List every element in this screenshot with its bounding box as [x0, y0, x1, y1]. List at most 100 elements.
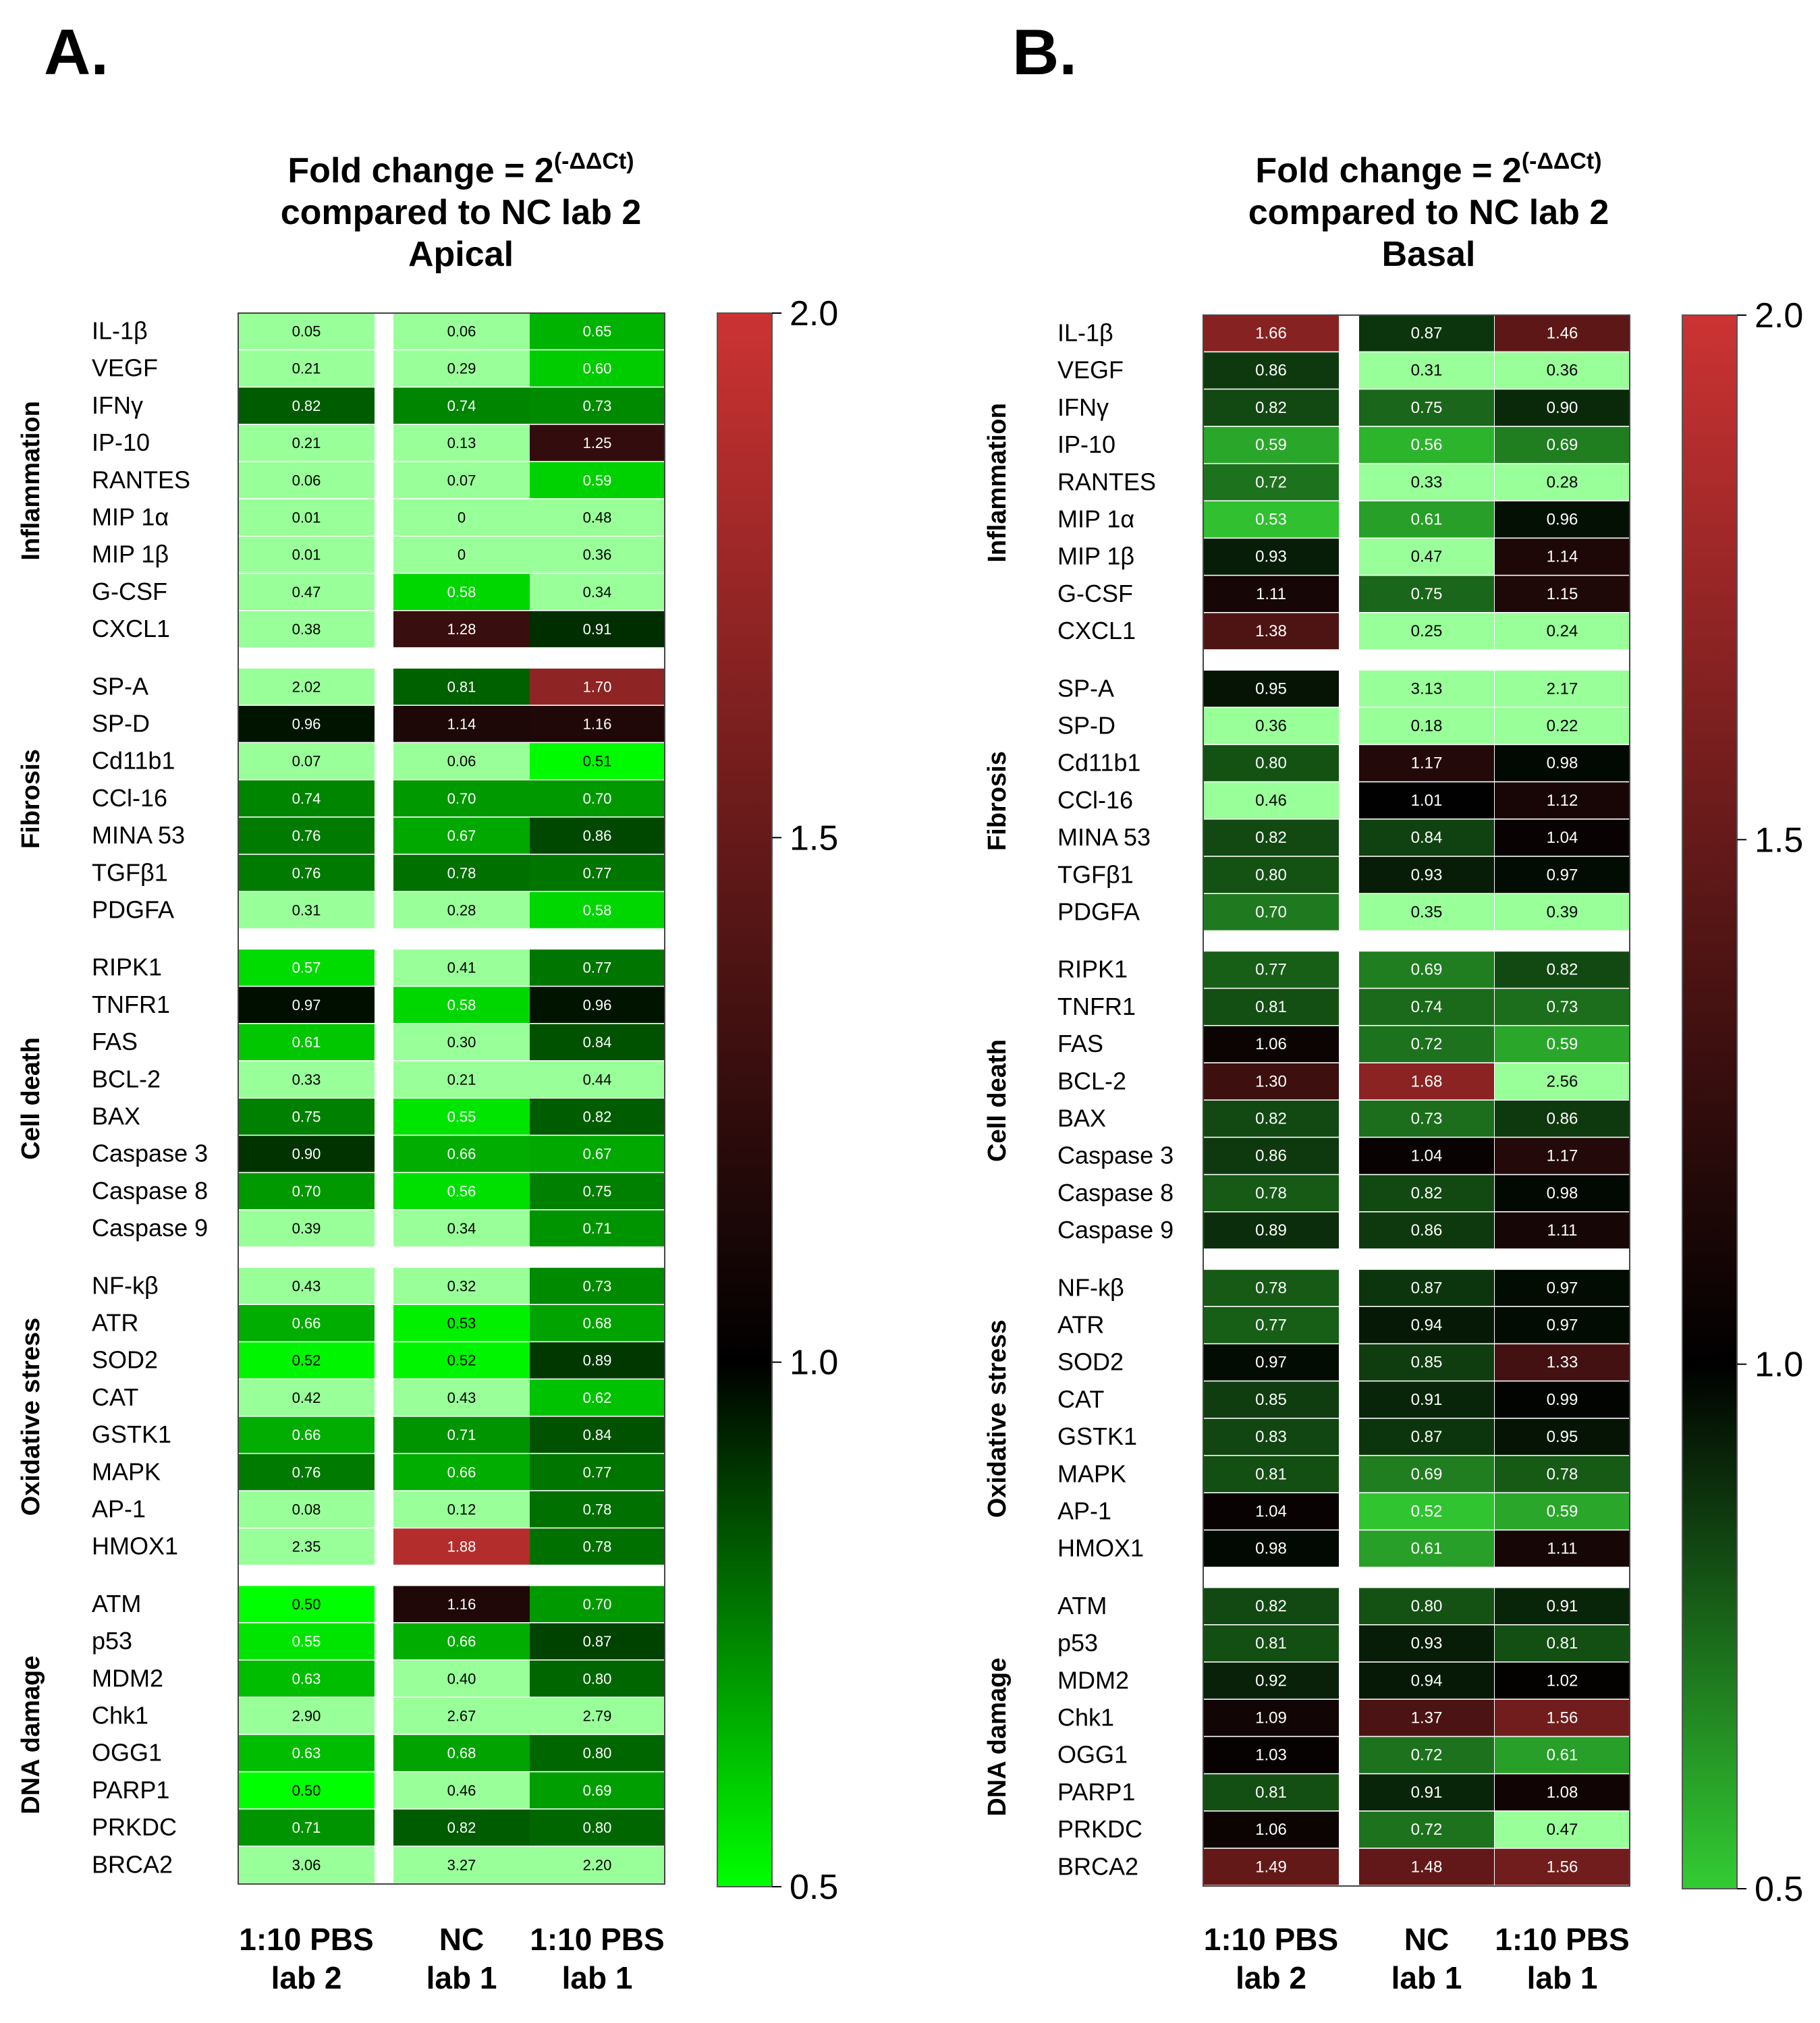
heatmap-cell — [530, 949, 665, 986]
cell-value-label: 0.72 — [1411, 1035, 1443, 1053]
cell-value-label: 0.74 — [292, 790, 321, 807]
cell-value-label: 0.85 — [1411, 1354, 1443, 1372]
cell-value-label: 0.77 — [1255, 1317, 1287, 1335]
cell-value-label: 0.67 — [447, 827, 476, 844]
heatmap-cell — [393, 817, 530, 854]
heatmap-cell — [1359, 1063, 1494, 1100]
cell-value-label: 0.22 — [1547, 717, 1578, 736]
cell-value-label: 0.24 — [1547, 622, 1578, 640]
cell-value-label: 0.78 — [1255, 1279, 1287, 1297]
gene-label-fas: FAS — [92, 1028, 138, 1055]
cell-value-label: 2.20 — [583, 1856, 612, 1873]
heatmap-cell — [238, 817, 375, 854]
heatmap-cell — [1495, 1625, 1630, 1662]
heatmap-cell — [1359, 538, 1494, 575]
heatmap-cell — [393, 1735, 530, 1771]
cell-value-label: 0.86 — [1255, 1147, 1287, 1165]
cell-value-label: 0.07 — [292, 753, 321, 770]
gene-label-cd11b1: Cd11b1 — [1057, 749, 1140, 777]
cell-value-label: 0.84 — [1411, 829, 1443, 847]
heatmap-cell — [1203, 1662, 1339, 1699]
group-label-oxidative-stress: Oxidative stress — [983, 1320, 1012, 1518]
heatmap-cell — [1359, 1026, 1494, 1063]
heatmap-cell — [238, 1061, 375, 1098]
cell-value-label: 0.93 — [1411, 1634, 1443, 1653]
heatmap-cell — [1203, 1269, 1339, 1306]
heatmap-cell — [530, 1416, 665, 1453]
cell-value-label: 0.80 — [1255, 754, 1287, 773]
cell-value-label: 0.53 — [1255, 511, 1287, 529]
cell-value-label: 0.77 — [583, 864, 612, 881]
cell-value-label: 1.33 — [1547, 1354, 1578, 1372]
gene-label-mdm2: MDM2 — [92, 1664, 163, 1692]
heatmap-cell — [393, 987, 530, 1023]
heatmap-cell — [238, 1453, 375, 1491]
heatmap-cell — [238, 1623, 375, 1660]
heatmap-cell — [530, 892, 665, 929]
cell-value-label: 0.75 — [292, 1109, 321, 1126]
heatmap-cell — [238, 1660, 375, 1697]
cell-value-label: 1.37 — [1411, 1709, 1443, 1727]
heatmap-cell — [530, 1809, 665, 1846]
cell-value-label: 0.69 — [583, 1782, 612, 1799]
group-label-cell-death: Cell death — [17, 1037, 45, 1160]
colorbar-tick-label: 1.0 — [790, 1343, 838, 1383]
cell-value-label: 1.01 — [1411, 792, 1443, 810]
heatmap-cell — [530, 1379, 665, 1416]
cell-value-label: 0.59 — [1255, 436, 1287, 454]
gene-label-vegf: VEGF — [92, 354, 158, 382]
gene-label-atr: ATR — [1057, 1311, 1104, 1339]
cell-value-label: 0.82 — [1255, 829, 1287, 847]
cell-value-label: 0.82 — [1255, 399, 1287, 417]
cell-value-label: 2.56 — [1547, 1072, 1578, 1090]
heatmap-cell — [393, 706, 530, 742]
heatmap-cell — [238, 424, 375, 462]
cell-value-label: 0.76 — [292, 1464, 321, 1480]
cell-value-label: 0.76 — [292, 864, 321, 881]
heatmap-cell — [1495, 426, 1630, 464]
cell-value-label: 0.98 — [1547, 754, 1578, 773]
cell-value-label: 0.29 — [447, 360, 476, 377]
cell-value-label: 0.81 — [1255, 998, 1287, 1016]
gene-label-pdgfa: PDGFA — [1057, 898, 1140, 926]
heatmap-cell — [393, 611, 530, 648]
cell-value-label: 0.58 — [447, 584, 476, 601]
heatmap-cell — [1203, 819, 1339, 856]
group-label-inflammation: Inflammation — [983, 403, 1012, 562]
gene-label-caspase-3: Caspase 3 — [92, 1140, 208, 1167]
cell-value-label: 0.61 — [292, 1034, 321, 1051]
heatmap-cell — [1359, 501, 1494, 538]
cell-value-label: 0.28 — [447, 902, 476, 919]
cell-value-label: 0.97 — [1547, 1317, 1578, 1335]
cell-value-label: 0.53 — [447, 1315, 476, 1332]
cell-value-label: 0.91 — [1411, 1783, 1443, 1802]
heatmap-cell — [238, 1772, 375, 1808]
heatmap-cell — [530, 817, 665, 854]
cell-value-label: 0.57 — [292, 960, 321, 976]
heatmap-cell — [1359, 1737, 1494, 1773]
heatmap-cell — [238, 1528, 375, 1565]
colorbar-tick-label: 0.5 — [790, 1868, 838, 1907]
heatmap-cell — [1495, 1269, 1630, 1306]
heatmap-cell — [238, 1846, 375, 1883]
cell-value-label: 0.73 — [1411, 1110, 1443, 1128]
cell-value-label: 0.43 — [292, 1277, 321, 1294]
cell-value-label: 0.77 — [1255, 961, 1287, 979]
heatmap-cell — [238, 1809, 375, 1846]
cell-value-label: 0.78 — [1255, 1184, 1287, 1202]
heatmap-cell — [393, 743, 530, 779]
gene-label-caspase-9: Caspase 9 — [92, 1214, 208, 1242]
heatmap-cell — [1203, 1026, 1339, 1063]
cell-value-label: 0.36 — [1255, 717, 1287, 736]
cell-value-label: 0.71 — [583, 1220, 612, 1237]
gene-label-atm: ATM — [1057, 1592, 1107, 1619]
cell-value-label: 2.67 — [447, 1708, 476, 1725]
cell-value-label: 1.70 — [583, 678, 612, 695]
column-label-line1: 1:10 PBS — [1495, 1922, 1629, 1957]
heatmap-cell — [1203, 389, 1339, 426]
gene-label-ripk1: RIPK1 — [92, 953, 162, 981]
gene-label-prkdc: PRKDC — [92, 1813, 177, 1841]
cell-value-label: 0.66 — [292, 1426, 321, 1443]
gene-label-mina-53: MINA 53 — [92, 821, 185, 849]
colorbar — [717, 312, 773, 1887]
